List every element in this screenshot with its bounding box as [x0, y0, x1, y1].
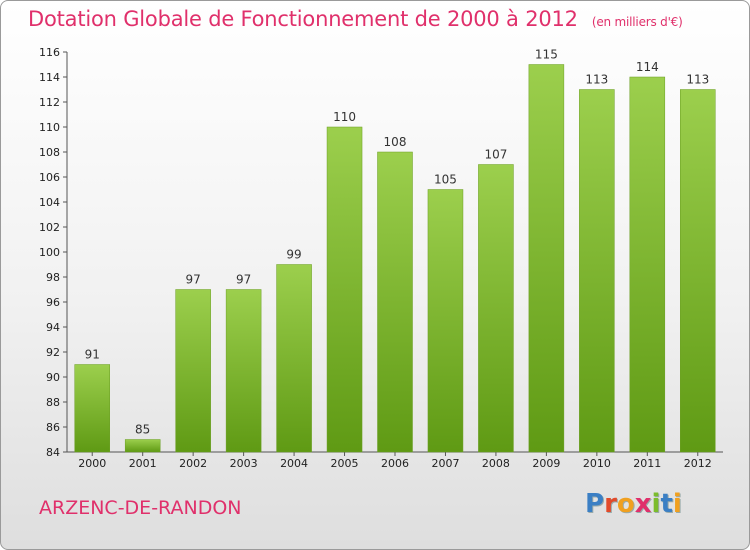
- value-label-2001: 85: [135, 423, 150, 437]
- y-tick-label: 112: [39, 96, 60, 109]
- chart-title-text: Dotation Globale de Fonctionnement de 20…: [28, 7, 578, 31]
- x-tick-label: 2008: [482, 457, 510, 470]
- value-label-2007: 105: [434, 173, 457, 187]
- value-label-2010: 113: [585, 73, 608, 87]
- value-label-2008: 107: [484, 148, 507, 162]
- y-tick-label: 92: [46, 346, 60, 359]
- chart-labels: 2000 91 2001 85 2002 97 2003 97 2004 99 2005 110 200…: [78, 48, 712, 471]
- value-label-2011: 114: [636, 60, 659, 74]
- bar-2012: [680, 89, 716, 453]
- y-tick-label: 90: [46, 371, 60, 384]
- y-tick-label: 98: [46, 271, 60, 284]
- x-tick-label: 2007: [431, 457, 459, 470]
- value-label-2000: 91: [85, 348, 100, 362]
- value-label-2004: 99: [286, 248, 301, 262]
- value-label-2012: 113: [686, 73, 709, 87]
- value-label-2002: 97: [186, 273, 201, 287]
- x-tick-label: 2002: [179, 457, 207, 470]
- x-tick-label: 2012: [684, 457, 712, 470]
- chart-title: Dotation Globale de Fonctionnement de 20…: [28, 7, 683, 31]
- x-tick-label: 2010: [583, 457, 611, 470]
- y-tick-label: 96: [46, 296, 60, 309]
- logo-letter: x: [634, 489, 652, 519]
- logo-letter: i: [672, 489, 682, 519]
- logo-letter: r: [604, 489, 617, 519]
- x-tick-label: 2003: [230, 457, 258, 470]
- bar-2011: [629, 76, 666, 453]
- x-tick-label: 2011: [633, 457, 661, 470]
- y-tick-label: 102: [39, 221, 60, 234]
- x-tick-label: 2004: [280, 457, 308, 470]
- proxiti-logo[interactable]: Proxiti: [585, 489, 682, 519]
- bar-2009: [528, 64, 565, 453]
- y-tick-label: 86: [46, 421, 60, 434]
- x-tick-label: 2000: [78, 457, 106, 470]
- logo-letter: t: [660, 489, 673, 519]
- chart-bars: [74, 64, 716, 453]
- bar-2000: [74, 364, 110, 453]
- bar-2006: [377, 151, 413, 453]
- y-tick-label: 110: [39, 121, 60, 134]
- x-tick-label: 2005: [331, 457, 359, 470]
- y-tick-label: 100: [39, 246, 60, 259]
- chart-unit: (en milliers d'€): [591, 15, 683, 29]
- y-tick-label: 114: [39, 71, 60, 84]
- bar-2002: [175, 289, 211, 453]
- logo-letter: i: [651, 489, 661, 519]
- y-tick-label: 116: [39, 46, 60, 59]
- bar-2010: [579, 89, 615, 453]
- x-tick-label: 2009: [532, 457, 560, 470]
- y-tick-label: 94: [46, 321, 60, 334]
- bar-2007: [427, 189, 464, 453]
- logo-letter: P: [585, 489, 605, 519]
- x-tick-label: 2006: [381, 457, 409, 470]
- bar-2008: [478, 164, 514, 453]
- bar-2003: [225, 289, 262, 453]
- y-tick-label: 106: [39, 171, 60, 184]
- y-tick-label: 104: [39, 196, 60, 209]
- value-label-2009: 115: [535, 48, 558, 62]
- value-label-2005: 110: [333, 110, 356, 124]
- commune-name: ARZENC-DE-RANDON: [39, 497, 242, 519]
- x-tick-label: 2001: [129, 457, 157, 470]
- logo-letter: o: [616, 489, 635, 519]
- value-label-2006: 108: [384, 135, 407, 149]
- bar-2004: [276, 264, 312, 453]
- y-tick-label: 108: [39, 146, 60, 159]
- bar-2001: [124, 439, 161, 453]
- bar-2005: [326, 126, 363, 453]
- y-tick-label: 88: [46, 396, 60, 409]
- chart-axes: 84 86 88 90 92 94 96 98 100 102 104 106 108 110 112 114…: [39, 46, 723, 459]
- value-label-2003: 97: [236, 273, 251, 287]
- y-tick-label: 84: [46, 446, 60, 459]
